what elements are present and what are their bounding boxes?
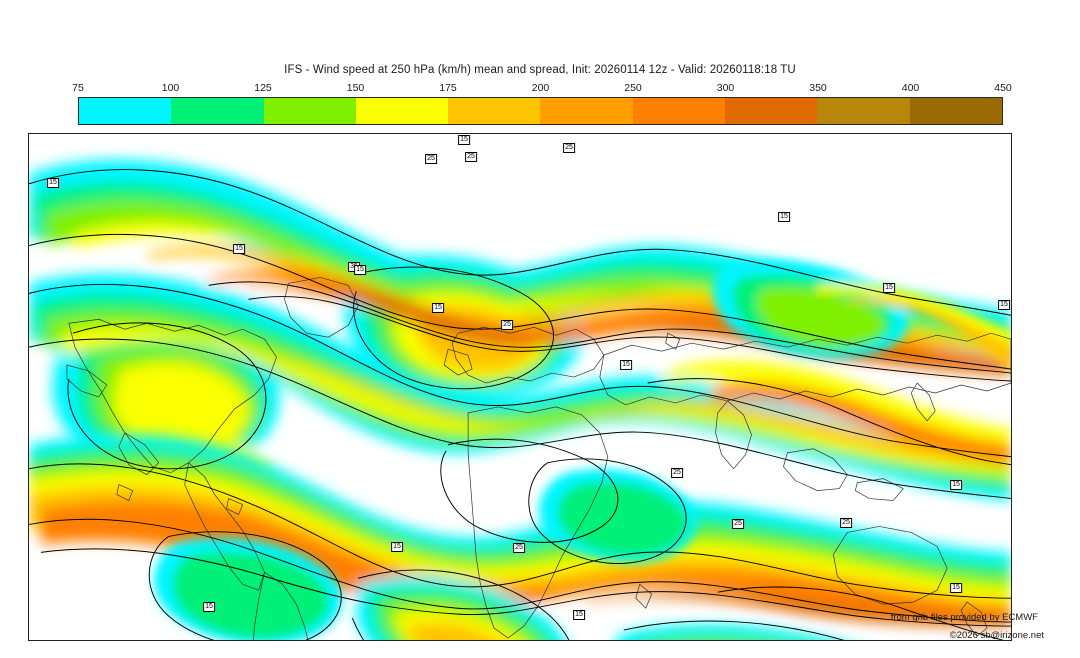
map-frame[interactable]: 1515252525351525151515151515251525252515…: [28, 133, 1012, 641]
colorbar-swatches: [78, 97, 1003, 125]
data-source-credit: from grib files provided by ECMWF: [890, 612, 1038, 623]
shaded-wind-field-south: [29, 434, 1011, 640]
colorbar-swatch-75-100: [79, 98, 172, 124]
contour-label-15: 15: [620, 360, 632, 370]
contour-label-25: 25: [563, 143, 575, 153]
colorbar-tick-100: 100: [161, 82, 180, 94]
contour-label-25: 25: [732, 519, 744, 529]
colorbar-tick-75: 75: [72, 82, 84, 94]
contour-label-25: 25: [513, 543, 525, 553]
colorbar-tick-350: 350: [809, 82, 827, 94]
colorbar-tick-200: 200: [531, 82, 550, 94]
colorbar-swatch-300-350: [725, 98, 818, 124]
contour-label-15: 15: [950, 480, 962, 490]
colorbar-tick-150: 150: [346, 82, 365, 94]
shaded-wind-field-north: [29, 159, 1011, 507]
colorbar-tick-400: 400: [901, 82, 920, 94]
contour-label-25: 25: [465, 152, 477, 162]
colorbar-swatch-250-300: [632, 98, 726, 124]
contour-label-25: 25: [425, 154, 437, 164]
contour-label-15: 15: [458, 135, 470, 145]
colorbar-swatch-175-200: [448, 98, 541, 124]
colorbar-tick-175: 175: [439, 82, 457, 94]
copyright-credit: ©2026 sb@irizone.net: [949, 630, 1044, 641]
spread-contours: [29, 169, 1011, 640]
colorbar-tick-125: 125: [254, 82, 272, 94]
contour-label-15: 15: [203, 602, 215, 612]
colorbar-tick-labels: 75 100 125 150 175 200 250 300 350 400 450: [72, 82, 1012, 96]
page-title: IFS - Wind speed at 250 hPa (km/h) mean …: [284, 64, 796, 76]
contour-label-15: 15: [432, 303, 444, 313]
contour-label-15: 15: [47, 178, 59, 188]
contour-label-25: 25: [840, 518, 852, 528]
coastlines: [66, 277, 1011, 640]
contour-label-25: 25: [501, 320, 513, 330]
colorbar: 75 100 125 150 175 200 250 300 350 400 450: [72, 82, 1012, 125]
shaded-wind-pockets: [153, 260, 1011, 640]
contour-label-15: 15: [233, 244, 245, 254]
colorbar-swatch-100-125: [171, 98, 264, 124]
contour-label-15: 15: [950, 583, 962, 593]
colorbar-swatch-200-250: [540, 98, 633, 124]
colorbar-tick-250: 250: [624, 82, 642, 94]
colorbar-swatch-150-175: [355, 98, 449, 124]
contour-label-25: 25: [671, 468, 683, 478]
colorbar-swatch-400-450: [909, 98, 1002, 124]
colorbar-tick-300: 300: [716, 82, 735, 94]
colorbar-tick-450: 450: [994, 82, 1012, 94]
contour-label-15: 15: [573, 610, 585, 620]
contour-label-15: 15: [778, 212, 790, 222]
map-canvas[interactable]: [29, 134, 1011, 640]
contour-label-15: 15: [354, 265, 366, 275]
contour-label-15: 15: [998, 300, 1010, 310]
colorbar-swatch-350-400: [817, 98, 910, 124]
contour-label-15: 15: [883, 283, 895, 293]
colorbar-swatch-125-150: [263, 98, 356, 124]
contour-label-15: 15: [391, 542, 403, 552]
